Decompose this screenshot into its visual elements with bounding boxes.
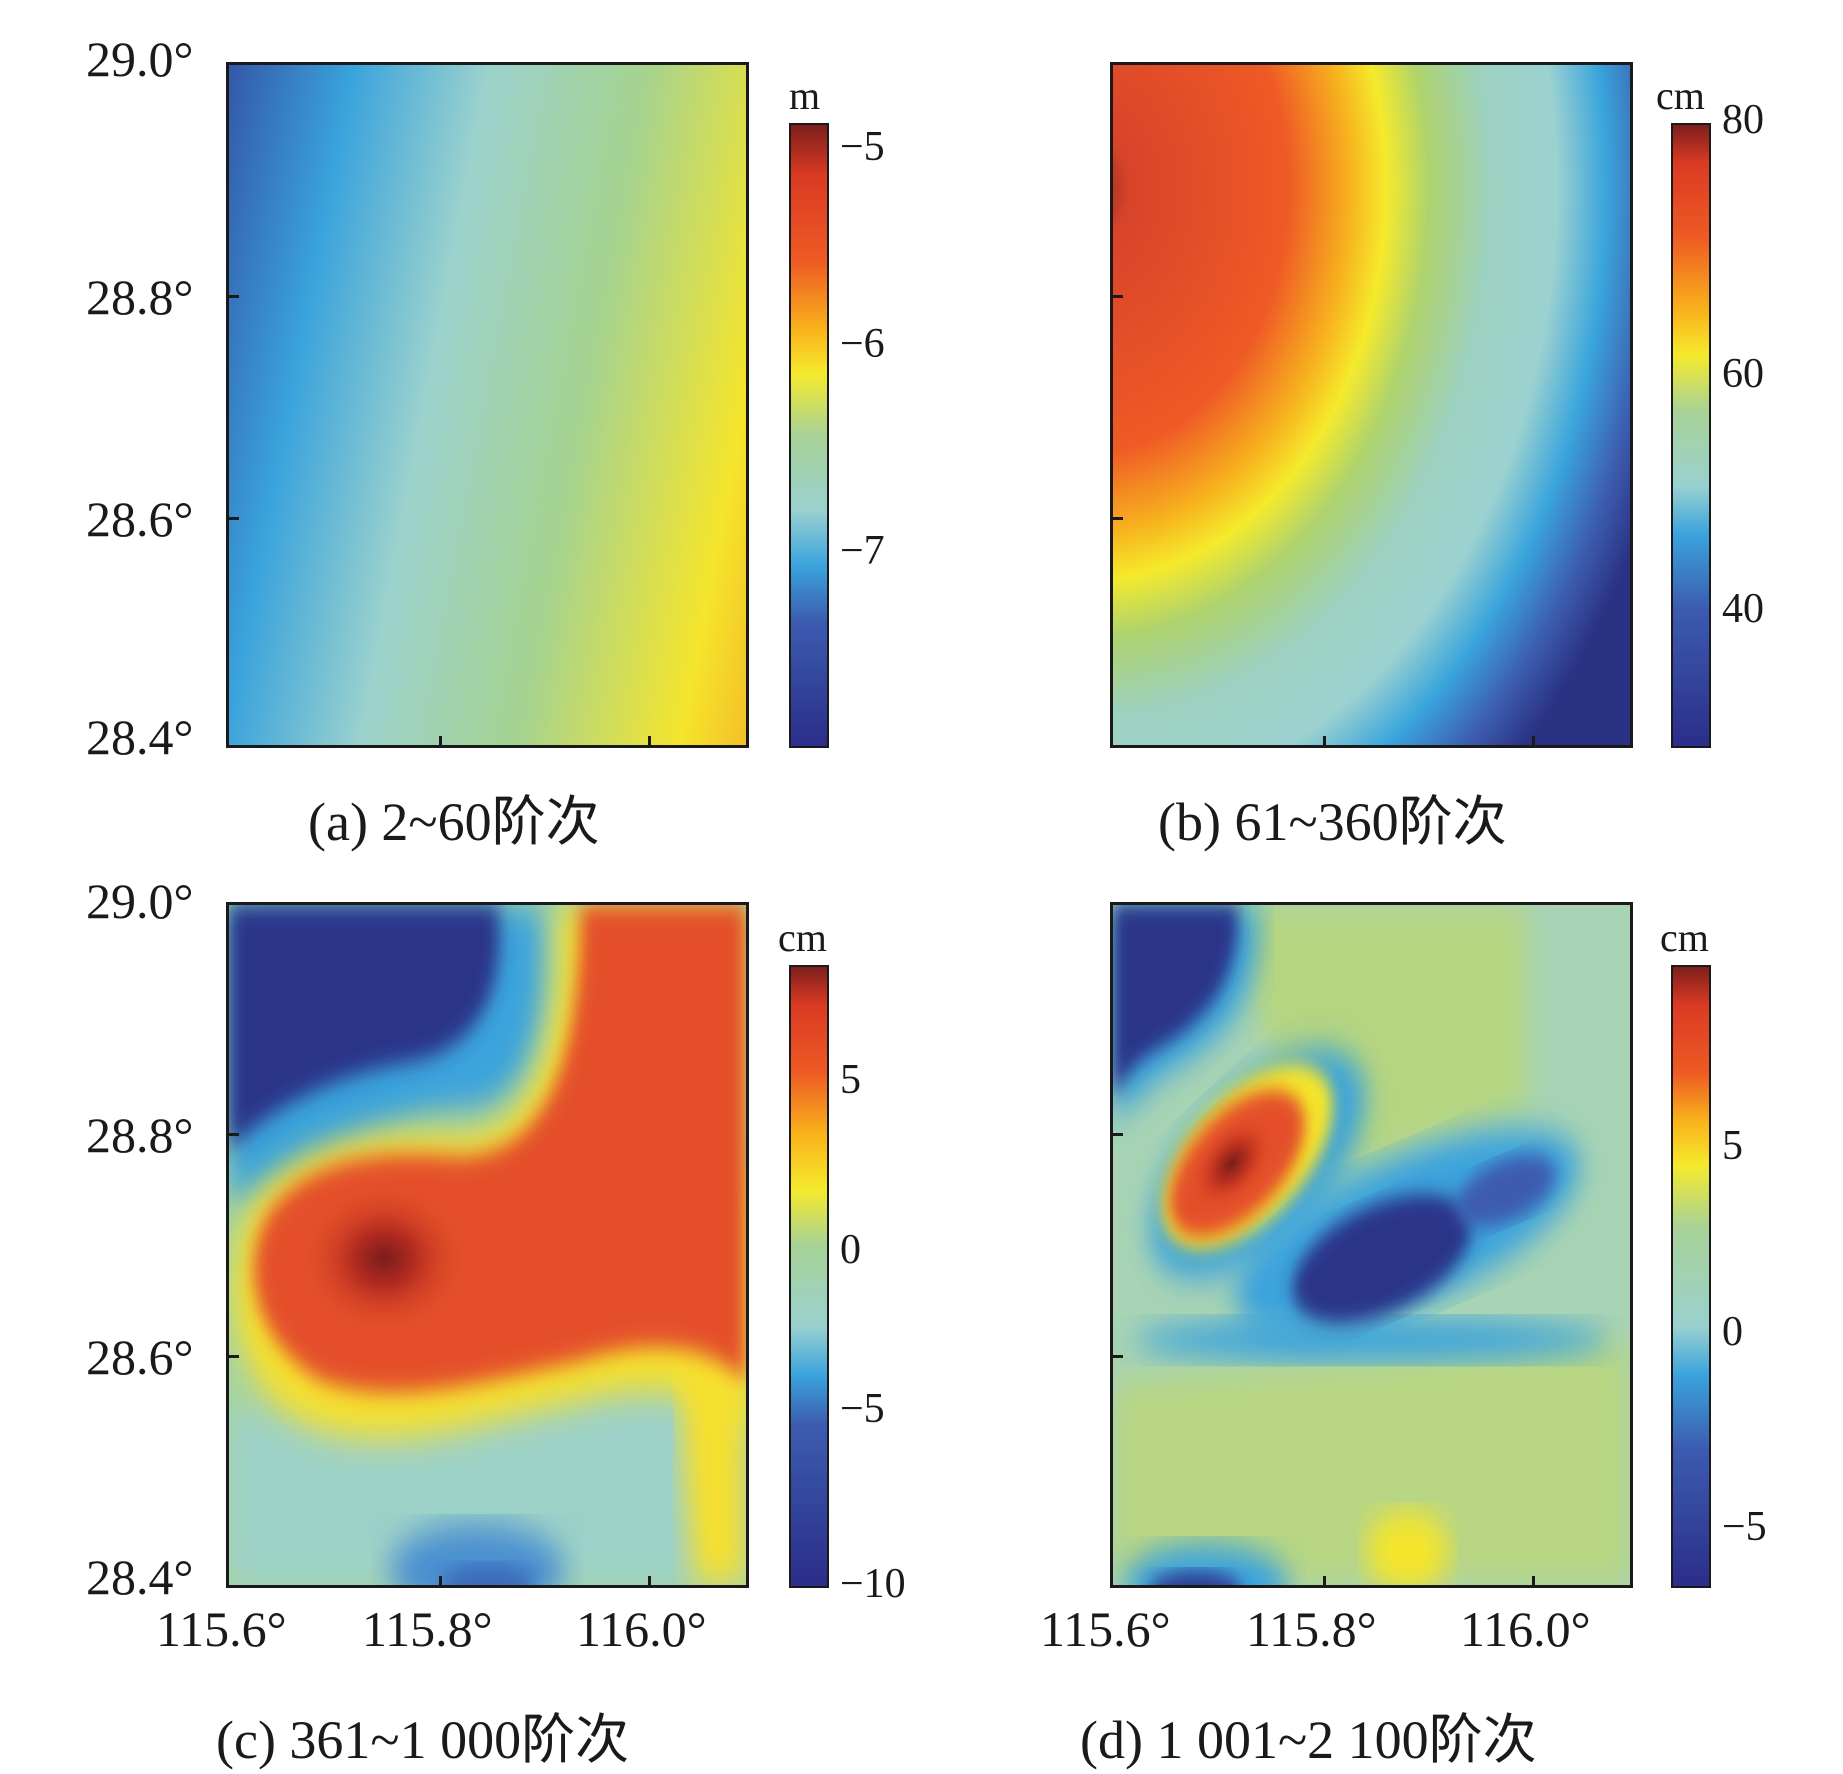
heatmap-b-field	[1113, 65, 1630, 745]
a-xtick-1	[439, 736, 442, 746]
d-xtick-1	[1323, 1576, 1326, 1586]
a-unit: m	[789, 73, 821, 118]
heatmap-b	[1110, 62, 1633, 748]
b-ytick-1	[1113, 295, 1123, 298]
heatmap-c-field	[229, 905, 746, 1585]
b-cb-tick-1: 60	[1722, 351, 1764, 397]
c-colorbar	[789, 965, 829, 1588]
heatmap-d-field	[1113, 905, 1630, 1585]
d-cb-tick-1: 0	[1722, 1309, 1743, 1355]
d-xlabel-2: 116.0°	[1460, 1601, 1591, 1657]
a-ytick-1	[229, 295, 239, 298]
d-cb-tick-0: 5	[1722, 1123, 1743, 1169]
a-cb-tick-2: −7	[840, 528, 885, 574]
a-ytick-2	[229, 517, 239, 520]
c-ylabel-0: 29.0°	[86, 873, 194, 929]
c-caption: (c) 361~1 000阶次	[216, 1710, 630, 1770]
c-xtick-2	[648, 1576, 651, 1586]
heatmap-c	[226, 902, 749, 1588]
c-ylabel-2: 28.6°	[86, 1329, 194, 1385]
b-cb-tick-0: 80	[1722, 97, 1764, 143]
b-xtick-1	[1323, 736, 1326, 746]
b-unit: cm	[1656, 73, 1705, 118]
b-cb-tick-2: 40	[1722, 586, 1764, 632]
d-unit: cm	[1660, 915, 1709, 960]
c-cb-tick-3: −10	[840, 1561, 906, 1607]
a-ylabel-3: 28.4°	[86, 709, 194, 765]
heatmap-d	[1110, 902, 1633, 1588]
a-colorbar	[789, 123, 829, 748]
d-xlabel-1: 115.8°	[1246, 1601, 1377, 1657]
c-xlabel-1: 115.8°	[362, 1601, 493, 1657]
d-cb-tick-2: −5	[1722, 1504, 1767, 1550]
c-ytick-2	[229, 1355, 239, 1358]
c-cb-tick-0: 5	[840, 1057, 861, 1103]
a-xtick-2	[648, 736, 651, 746]
a-cb-tick-0: −5	[840, 124, 885, 170]
c-cb-tick-2: −5	[840, 1386, 885, 1432]
c-ytick-1	[229, 1133, 239, 1136]
c-ylabel-3: 28.4°	[86, 1549, 194, 1605]
a-ylabel-2: 28.6°	[86, 491, 194, 547]
c-unit: cm	[778, 915, 827, 960]
a-ylabel-1: 28.8°	[86, 269, 194, 325]
a-caption: (a) 2~60阶次	[308, 792, 600, 852]
d-xtick-2	[1532, 1576, 1535, 1586]
heatmap-a	[226, 62, 749, 748]
d-colorbar	[1671, 965, 1711, 1588]
c-xtick-1	[439, 1576, 442, 1586]
d-ytick-2	[1113, 1355, 1123, 1358]
c-xlabel-2: 116.0°	[576, 1601, 707, 1657]
b-colorbar	[1671, 123, 1711, 748]
d-ytick-1	[1113, 1133, 1123, 1136]
d-caption: (d) 1 001~2 100阶次	[1080, 1710, 1537, 1770]
d-xlabel-0: 115.6°	[1040, 1601, 1171, 1657]
b-ytick-2	[1113, 517, 1123, 520]
c-ylabel-1: 28.8°	[86, 1107, 194, 1163]
heatmap-a-field	[229, 65, 746, 745]
c-cb-tick-1: 0	[840, 1227, 861, 1273]
b-xtick-2	[1532, 736, 1535, 746]
a-ylabel-0: 29.0°	[86, 31, 194, 87]
b-caption: (b) 61~360阶次	[1158, 792, 1507, 852]
c-xlabel-0: 115.6°	[156, 1601, 287, 1657]
a-cb-tick-1: −6	[840, 321, 885, 367]
